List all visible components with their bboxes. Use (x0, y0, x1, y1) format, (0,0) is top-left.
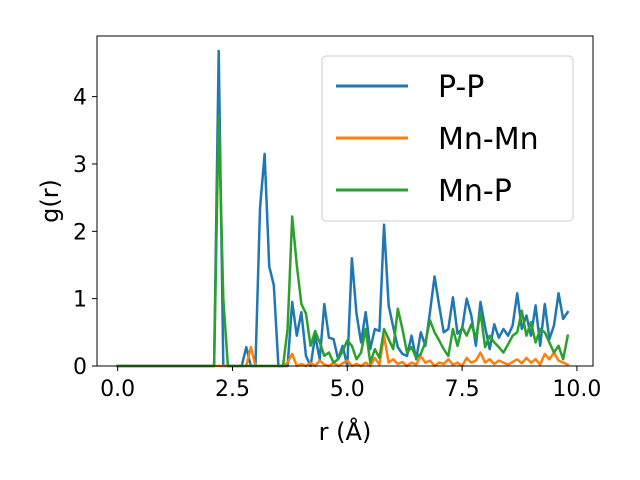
series-line-1 (116, 334, 570, 368)
plot-frame (96, 35, 594, 367)
y-tick-label: 4 (73, 86, 87, 111)
y-tick-label: 2 (73, 220, 87, 245)
y-tick-label: 1 (73, 288, 87, 313)
y-axis-label: g(r) (36, 179, 64, 223)
legend-label-2: Mn-P (438, 174, 512, 209)
x-tick-label: 7.5 (445, 377, 480, 402)
y-tick-label: 0 (73, 355, 87, 380)
x-tick-label: 2.5 (215, 377, 250, 402)
series-line-2 (116, 114, 570, 368)
x-axis-label: r (Å) (319, 417, 372, 446)
x-tick-label: 0.0 (100, 377, 135, 402)
y-tick-label: 3 (73, 153, 87, 178)
legend-frame (321, 55, 574, 222)
y-axis: 0 1 2 3 4 (73, 86, 97, 380)
legend-label-1: Mn-Mn (438, 122, 539, 157)
x-axis: 0.0 2.5 5.0 7.5 10.0 (100, 366, 601, 402)
legend-label-0: P-P (438, 70, 484, 105)
legend: P-P Mn-Mn Mn-P (321, 55, 574, 222)
x-tick-label: 10.0 (552, 377, 601, 402)
x-tick-label: 5.0 (330, 377, 365, 402)
